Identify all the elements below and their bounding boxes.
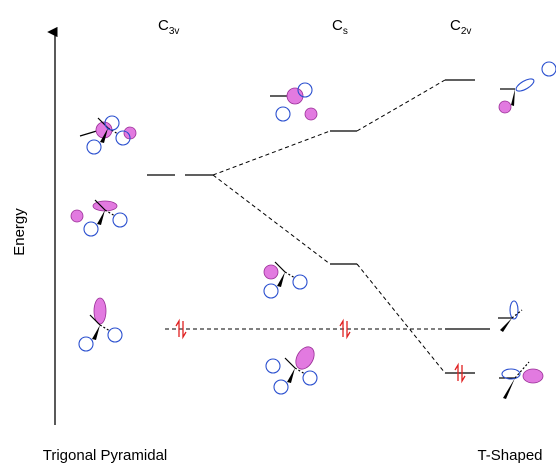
energy-levels bbox=[147, 80, 490, 373]
geometry-label: Trigonal Pyramidal bbox=[43, 447, 168, 464]
diagram: Energy C3v Cs C2v Trigonal Pyramid bbox=[0, 0, 556, 465]
orbital-icons bbox=[71, 62, 556, 399]
geometry-label: T-Shaped bbox=[477, 447, 542, 464]
column-header: C2v bbox=[450, 17, 471, 37]
electron-pairs bbox=[176, 321, 465, 381]
axis-label: Energy bbox=[11, 208, 28, 256]
column-header: Cs bbox=[332, 17, 348, 37]
column-header: C3v bbox=[158, 17, 179, 37]
